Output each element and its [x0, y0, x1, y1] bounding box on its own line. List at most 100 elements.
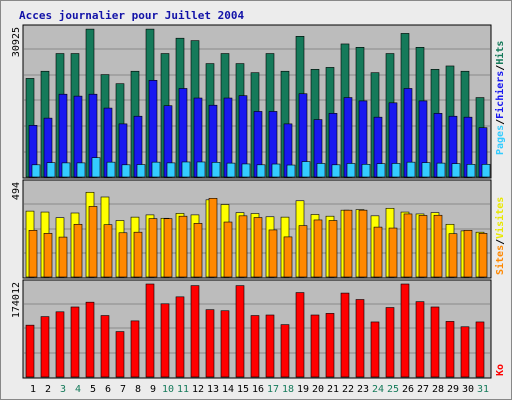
- day-label: 12: [192, 384, 204, 395]
- bar-ko-day-undefined: [25, 324, 35, 378]
- bar-pages-day-23: [361, 164, 371, 178]
- bar-ko-day-undefined: [175, 296, 185, 378]
- day-label: 5: [90, 384, 96, 395]
- legend-hits: Hits: [494, 41, 506, 65]
- bars: [25, 28, 491, 378]
- bar-pages-day-19: [301, 161, 311, 178]
- day-label: 6: [105, 384, 111, 395]
- day-label: 16: [252, 384, 264, 395]
- bar-sites-day-undefined: [103, 224, 113, 278]
- bar-sites-day-undefined: [328, 220, 338, 278]
- hits-max-label: 30925: [11, 27, 22, 57]
- day-label: 15: [237, 384, 249, 395]
- bar-pages-day-12: [196, 161, 206, 178]
- bar-pages-day-8: [136, 164, 146, 178]
- day-label: 28: [432, 384, 444, 395]
- bar-ko-day-undefined: [55, 311, 65, 378]
- bar-ko-day-undefined: [265, 314, 275, 378]
- bar-pages-day-25: [391, 163, 401, 178]
- bar-pages-day-24: [376, 163, 386, 178]
- bar-ko-day-undefined: [160, 303, 170, 378]
- bar-ko-day-undefined: [85, 301, 95, 378]
- bar-pages-day-9: [151, 161, 161, 178]
- legend-sites: Sites: [494, 245, 506, 275]
- legend-pages: Pages: [495, 125, 506, 155]
- day-label: 26: [402, 384, 414, 395]
- bar-ko-day-undefined: [40, 316, 50, 378]
- bar-pages-day-30: [466, 164, 476, 178]
- day-label: 30: [462, 384, 474, 395]
- day-label: 10: [162, 384, 174, 395]
- day-label: 17: [267, 384, 279, 395]
- bar-ko-day-undefined: [295, 292, 305, 378]
- bar-ko-day-undefined: [460, 326, 470, 378]
- legend-separator: /: [495, 65, 506, 71]
- bar-pages-day-27: [421, 162, 431, 178]
- bar-pages-day-20: [316, 163, 326, 178]
- day-label: 29: [447, 384, 459, 395]
- day-label: 19: [297, 384, 309, 395]
- bar-sites-day-undefined: [403, 213, 413, 278]
- bar-pages-day-15: [241, 163, 251, 178]
- bar-ko-day-undefined: [430, 306, 440, 378]
- bar-sites-day-undefined: [223, 221, 233, 278]
- bar-ko-day-undefined: [145, 283, 155, 378]
- bar-ko-day-undefined: [325, 313, 335, 378]
- bar-sites-day-undefined: [28, 230, 38, 278]
- bar-sites-day-undefined: [433, 214, 443, 278]
- bar-pages-day-5: [91, 157, 101, 178]
- bar-pages-day-22: [346, 163, 356, 178]
- bar-ko-day-undefined: [370, 321, 380, 378]
- bar-ko-day-undefined: [355, 299, 365, 378]
- day-label: 2: [45, 384, 51, 395]
- bar-sites-day-undefined: [163, 218, 173, 278]
- bar-sites-day-undefined: [43, 233, 53, 278]
- bar-ko-day-undefined: [70, 306, 80, 378]
- bar-pages-day-10: [166, 162, 176, 178]
- day-label: 3: [60, 384, 66, 395]
- bar-ko-day-undefined: [250, 315, 260, 378]
- day-label: 1: [30, 384, 36, 395]
- bar-sites-day-undefined: [478, 233, 488, 278]
- bar-sites-day-undefined: [463, 230, 473, 278]
- bar-pages-day-2: [46, 162, 56, 178]
- legend-ko: Ko: [495, 364, 506, 376]
- day-label: 22: [342, 384, 354, 395]
- bar-sites-day-undefined: [358, 209, 368, 278]
- bar-sites-day-undefined: [148, 218, 158, 278]
- bar-pages-day-28: [436, 162, 446, 178]
- bar-ko-day-undefined: [280, 324, 290, 378]
- bar-ko-day-undefined: [475, 321, 485, 378]
- bar-ko-day-undefined: [400, 283, 410, 378]
- day-tick-labels: 1 2 3 4 5 6 7 8 9 10 11 12 13 14 15 16 17 18 19 20 21 22 23 24 2…: [30, 384, 489, 395]
- day-label: 20: [312, 384, 324, 395]
- bar-sites-day-undefined: [283, 236, 293, 278]
- bar-sites-day-undefined: [238, 215, 248, 278]
- day-label: 14: [222, 384, 234, 395]
- bar-pages-day-29: [451, 163, 461, 178]
- bar-sites-day-undefined: [448, 233, 458, 278]
- bar-pages-day-4: [76, 162, 86, 178]
- bar-pages-day-7: [121, 164, 131, 178]
- bar-pages-day-21: [331, 164, 341, 178]
- day-label: 27: [417, 384, 429, 395]
- visits-max-label: 494: [11, 182, 22, 200]
- day-label: 4: [75, 384, 81, 395]
- bar-pages-day-11: [181, 161, 191, 178]
- legend-separator: /: [495, 119, 506, 125]
- bar-pages-day-14: [226, 162, 236, 178]
- day-label: 7: [120, 384, 126, 395]
- bar-sites-day-undefined: [133, 231, 143, 278]
- bar-sites-day-undefined: [208, 198, 218, 278]
- day-label: 25: [387, 384, 399, 395]
- bar-ko-day-undefined: [130, 320, 140, 378]
- bar-sites-day-undefined: [253, 217, 263, 278]
- bar-pages-day-13: [211, 162, 221, 178]
- bar-pages-day-1: [31, 164, 41, 178]
- day-label: 8: [135, 384, 141, 395]
- bar-sites-day-undefined: [313, 219, 323, 278]
- bar-ko-day-undefined: [340, 292, 350, 378]
- day-label: 9: [150, 384, 156, 395]
- bar-sites-day-undefined: [373, 226, 383, 278]
- bar-ko-day-undefined: [220, 310, 230, 378]
